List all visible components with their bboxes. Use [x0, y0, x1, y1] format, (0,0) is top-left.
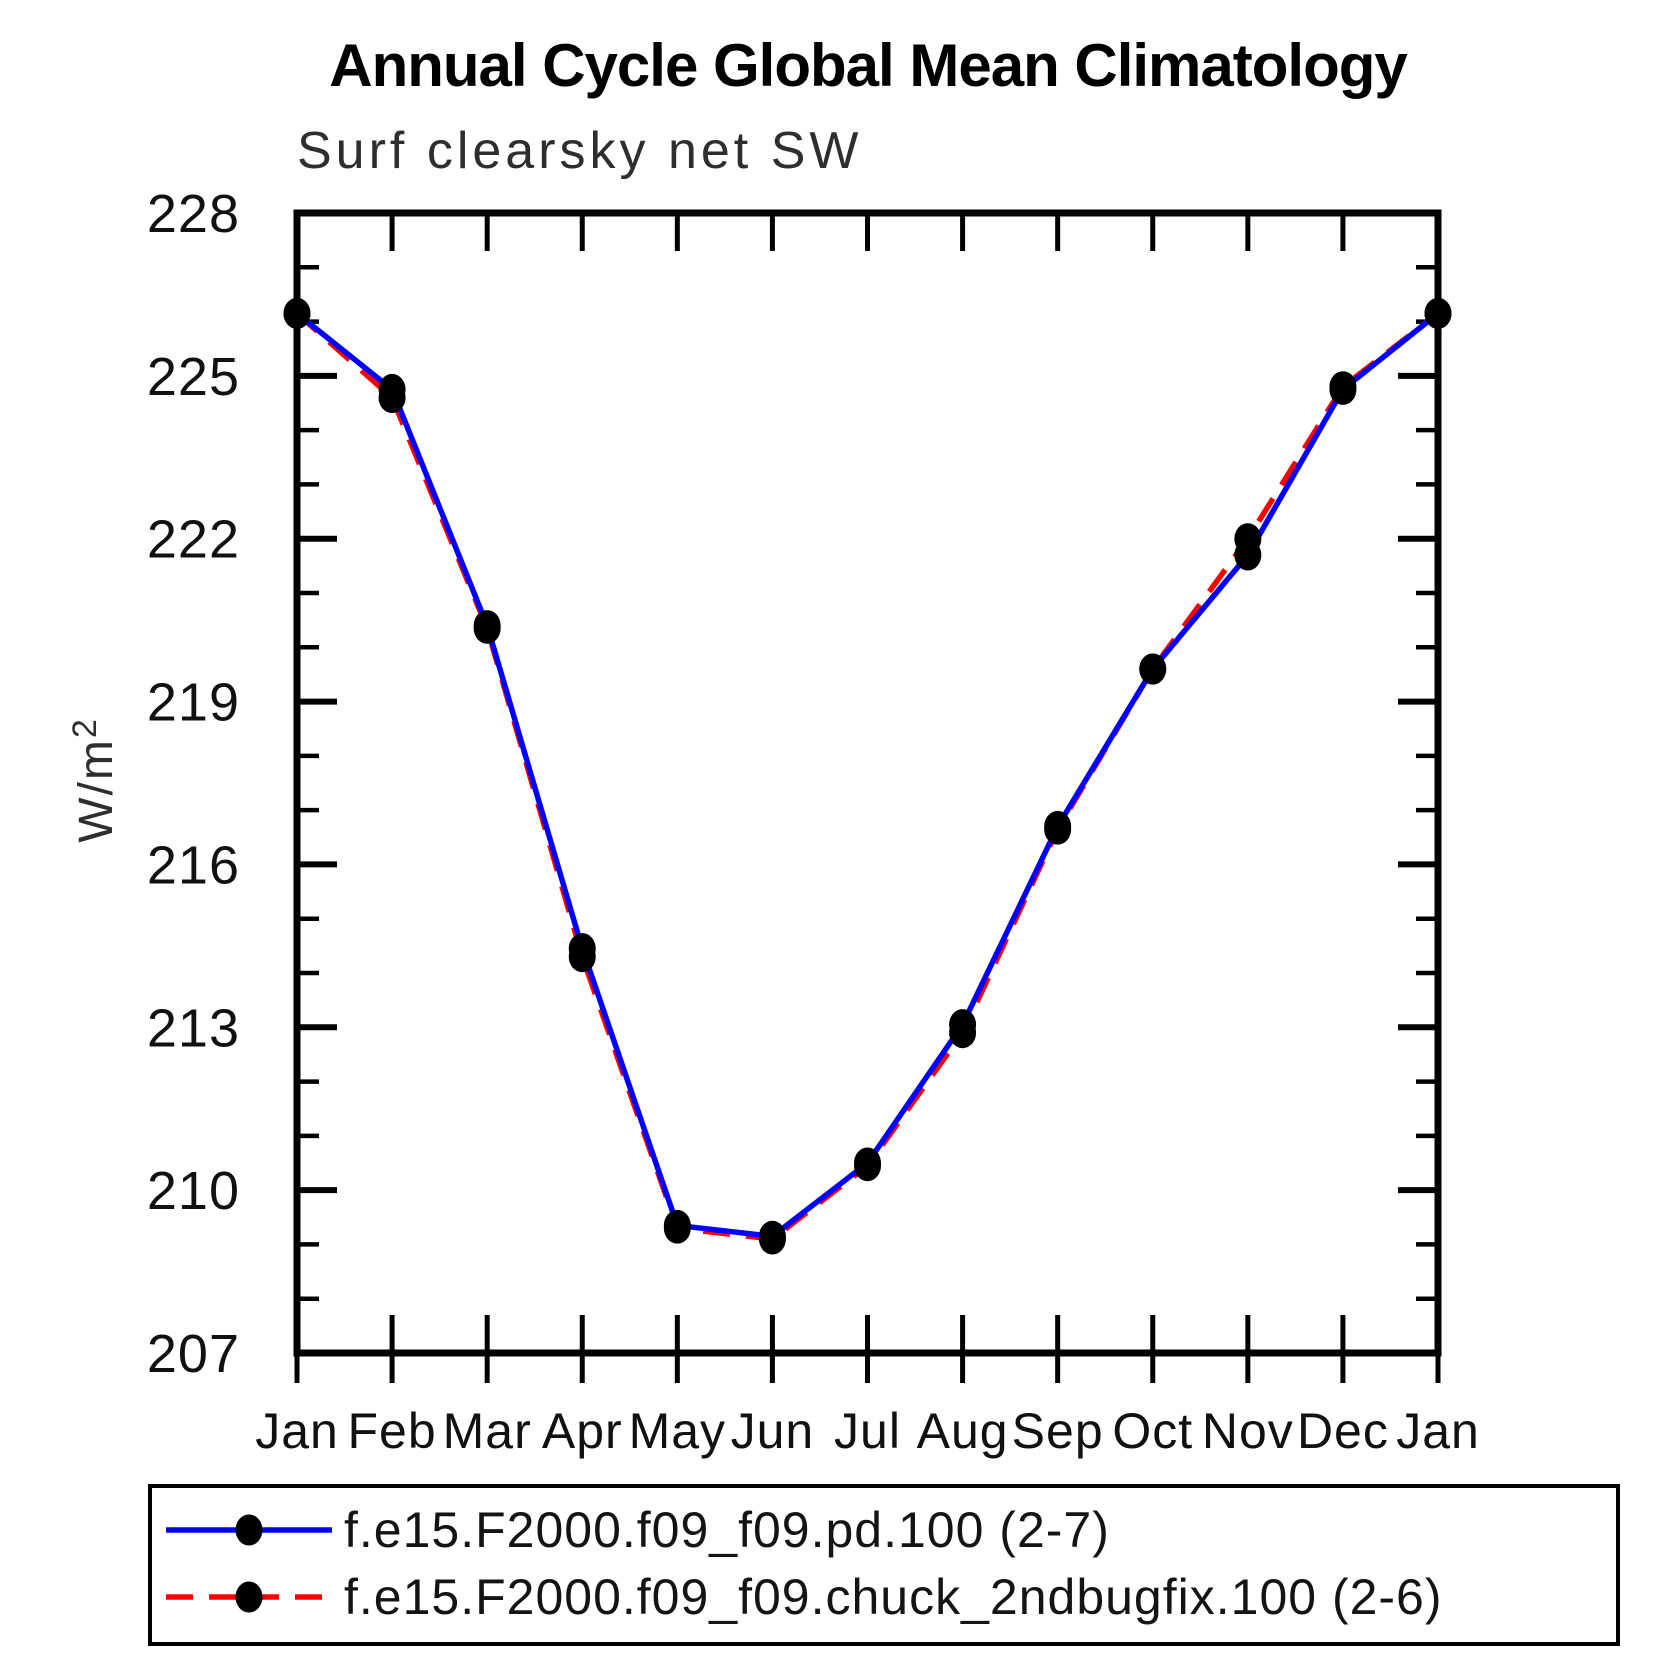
y-axis-title: W/m2	[66, 717, 123, 843]
y-axis-tick-label: 216	[147, 835, 240, 895]
x-axis-tick-label: Jan	[255, 1403, 339, 1459]
y-axis-tick-label: 222	[147, 510, 240, 570]
data-point-marker	[1234, 523, 1262, 555]
data-point-marker	[663, 1212, 691, 1244]
legend-label-series-1: f.e15.F2000.f09_f09.pd.100 (2-7)	[344, 1502, 1110, 1558]
x-axis-tick-label: Dec	[1297, 1403, 1389, 1459]
x-axis-tick-label: Jun	[731, 1403, 815, 1459]
legend-key-marker	[235, 1514, 263, 1546]
y-axis-tick-label: 207	[147, 1324, 240, 1384]
legend-label-series-2: f.e15.F2000.f09_f09.chuck_2ndbugfix.100 …	[344, 1569, 1443, 1625]
y-axis-title-main: W/m	[70, 738, 123, 843]
data-point-marker	[1139, 653, 1167, 685]
x-axis-tick-label: Jan	[1396, 1403, 1480, 1459]
x-axis-tick-label: Apr	[542, 1403, 623, 1459]
data-point-marker	[283, 297, 311, 329]
data-point-marker	[758, 1223, 786, 1255]
data-point-marker	[568, 941, 596, 973]
y-axis-tick-label: 213	[147, 998, 240, 1058]
chart-title: Annual Cycle Global Mean Climatology	[329, 32, 1408, 99]
data-point-marker	[473, 612, 501, 644]
y-axis-tick-label: 219	[147, 673, 240, 733]
data-point-marker	[854, 1150, 881, 1182]
x-axis-tick-label: Mar	[443, 1403, 532, 1459]
data-point-marker	[1329, 371, 1357, 403]
data-point-marker	[1424, 297, 1452, 329]
x-axis-tick-label: Jul	[834, 1403, 901, 1459]
legend: f.e15.F2000.f09_f09.pd.100 (2-7) f.e15.F…	[148, 1484, 1620, 1646]
legend-keys	[166, 1514, 332, 1613]
x-axis-tick-label: Aug	[917, 1403, 1009, 1459]
x-axis-tick-label: May	[629, 1403, 726, 1459]
x-axis-tick-label: Nov	[1202, 1403, 1294, 1459]
data-point-marker	[1044, 813, 1072, 845]
series-line-chuck-2ndbugfix	[295, 311, 1440, 1242]
data-point-marker	[378, 382, 406, 414]
data-point-marker	[949, 1017, 977, 1049]
x-axis-tick-label: Oct	[1112, 1403, 1193, 1459]
axis-frame	[293, 209, 1442, 1357]
legend-box	[148, 1484, 1620, 1646]
series-line-pd-100	[295, 311, 1440, 1240]
x-axis-tick-label: Sep	[1012, 1403, 1104, 1459]
y-axis-title-superscript: 2	[66, 717, 104, 738]
x-axis-tick-label: Feb	[347, 1403, 436, 1459]
legend-key-marker	[235, 1581, 263, 1613]
y-axis-tick-label: 225	[147, 347, 240, 407]
y-axis-tick-label: 210	[147, 1161, 240, 1221]
chart-subtitle: Surf clearsky net SW	[297, 122, 862, 180]
y-axis-tick-label: 228	[147, 184, 240, 244]
